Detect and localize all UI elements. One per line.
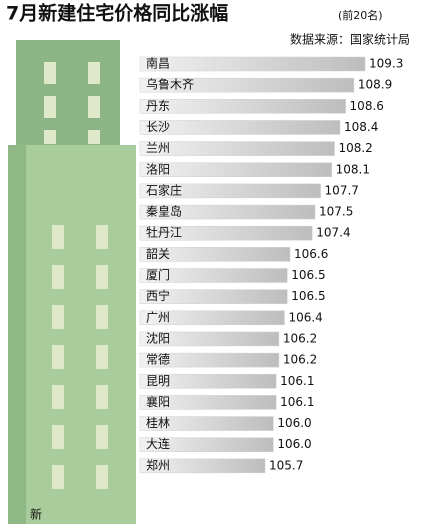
category-label: 秦皇岛 xyxy=(146,204,182,219)
value-label: 106.4 xyxy=(288,310,322,324)
bar xyxy=(139,352,280,368)
bar xyxy=(139,77,355,93)
value-label: 107.7 xyxy=(325,183,359,197)
category-label: 丹东 xyxy=(146,99,170,113)
bar xyxy=(139,247,291,262)
bar xyxy=(139,331,280,347)
value-label: 109.3 xyxy=(369,57,403,71)
category-label: 西宁 xyxy=(146,288,170,303)
value-label: 106.1 xyxy=(280,395,314,409)
category-label: 长沙 xyxy=(146,120,170,134)
bar xyxy=(139,56,366,72)
value-label: 107.4 xyxy=(316,226,350,240)
category-label: 襄阳 xyxy=(146,394,170,409)
category-label: 常德 xyxy=(146,352,170,367)
value-label: 106.6 xyxy=(294,247,328,261)
value-label: 106.2 xyxy=(283,353,317,367)
category-label: 南昌 xyxy=(146,56,170,71)
category-label: 洛阳 xyxy=(146,161,170,176)
chart-title: 7月新建住宅价格同比涨幅 xyxy=(6,2,228,25)
source-note: 数据来源：国家统计局 xyxy=(290,32,410,47)
bar xyxy=(139,437,274,452)
bar xyxy=(139,416,274,431)
value-label: 106.5 xyxy=(291,268,325,282)
category-label: 大连 xyxy=(146,436,170,451)
bar xyxy=(139,374,277,389)
category-label: 桂林 xyxy=(146,415,170,430)
category-label: 沈阳 xyxy=(146,330,170,345)
category-label: 韶关 xyxy=(146,246,170,261)
bar xyxy=(139,268,288,283)
bar xyxy=(139,120,341,135)
bar xyxy=(139,395,277,410)
bar xyxy=(139,225,313,241)
value-label: 108.1 xyxy=(336,162,370,176)
value-label: 106.1 xyxy=(280,374,314,388)
chart-subtitle: (前20名) xyxy=(338,8,383,22)
value-label: 106.5 xyxy=(291,289,325,303)
category-label: 乌鲁木齐 xyxy=(146,77,194,92)
category-label: 广州 xyxy=(146,310,170,324)
bar xyxy=(139,458,266,474)
value-label: 108.9 xyxy=(358,78,392,92)
category-label: 厦门 xyxy=(146,267,170,282)
value-label: 108.2 xyxy=(338,141,372,155)
category-label: 郑州 xyxy=(146,457,170,472)
value-label: 106.2 xyxy=(283,331,317,345)
value-label: 105.7 xyxy=(269,458,303,472)
bar xyxy=(139,141,335,156)
building-text: 新 xyxy=(30,507,42,522)
bar xyxy=(139,204,316,220)
value-label: 107.5 xyxy=(319,205,353,219)
value-label: 106.0 xyxy=(277,437,311,451)
bar xyxy=(139,183,321,199)
bar xyxy=(139,162,332,177)
category-label: 牡丹江 xyxy=(146,225,182,240)
category-label: 石家庄 xyxy=(146,182,182,197)
category-label: 昆明 xyxy=(146,374,170,388)
category-label: 兰州 xyxy=(146,141,170,155)
value-label: 106.0 xyxy=(277,416,311,430)
value-label: 108.4 xyxy=(344,120,378,134)
bar xyxy=(139,99,346,114)
value-label: 108.6 xyxy=(350,99,384,113)
bar xyxy=(139,310,285,326)
bar xyxy=(139,289,288,304)
building-illustration xyxy=(8,40,136,524)
